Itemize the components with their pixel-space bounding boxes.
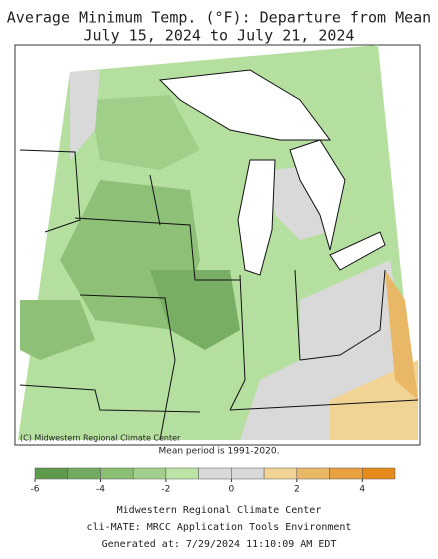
legend-swatch [198, 467, 232, 480]
legend-swatch [165, 467, 199, 480]
legend-swatch [231, 467, 265, 480]
legend-tick-label: -4 [96, 485, 105, 495]
footer-line: Generated at: 7/29/2024 11:10:09 AM EDT [102, 539, 337, 550]
state-line [294, 269, 301, 361]
lake-huron [289, 139, 346, 251]
legend-swatch [34, 467, 68, 480]
state-line [19, 384, 201, 413]
lake-michigan [237, 159, 276, 276]
legend-tick-label: 0 [228, 485, 234, 495]
legend-tick-label: -2 [161, 485, 170, 495]
anomaly-area [70, 70, 100, 160]
subtitle: July 15, 2024 to July 21, 2024 [84, 27, 355, 45]
legend-tick-label: 4 [359, 485, 365, 495]
legend-swatch [329, 467, 363, 480]
anomaly-area [385, 270, 418, 400]
anomaly-area [90, 95, 200, 170]
legend-swatch [132, 467, 167, 480]
state-line [299, 269, 386, 361]
note: Mean period is 1991-2020. [159, 447, 280, 457]
state-line [79, 294, 176, 441]
legend-swatch [100, 467, 134, 480]
title: Average Minimum Temp. (°F): Departure fr… [7, 9, 431, 27]
lake-erie [329, 231, 386, 271]
legend-swatch [296, 467, 330, 480]
legend-tick-label: -6 [31, 485, 40, 495]
legend-tick-label: 2 [294, 485, 300, 495]
map: (C) Midwestern Regional Climate Center [14, 44, 421, 446]
legend-swatch [67, 467, 101, 480]
state-line [149, 174, 161, 226]
legend-swatch [263, 467, 298, 480]
legend: -6 -4 -2 0 2 4 [31, 467, 396, 495]
state-line [19, 149, 81, 233]
anomaly-area [150, 270, 240, 350]
footer-line: cli-MATE: MRCC Application Tools Environ… [87, 522, 352, 533]
anomaly-area [20, 300, 95, 360]
state-line [74, 217, 240, 281]
footer-line: Midwestern Regional Climate Center [117, 505, 322, 516]
credit: (C) Midwestern Regional Climate Center [20, 434, 181, 443]
legend-swatch [362, 467, 396, 480]
state-line [229, 399, 419, 411]
lake-superior [158, 69, 331, 141]
state-line [229, 274, 246, 411]
